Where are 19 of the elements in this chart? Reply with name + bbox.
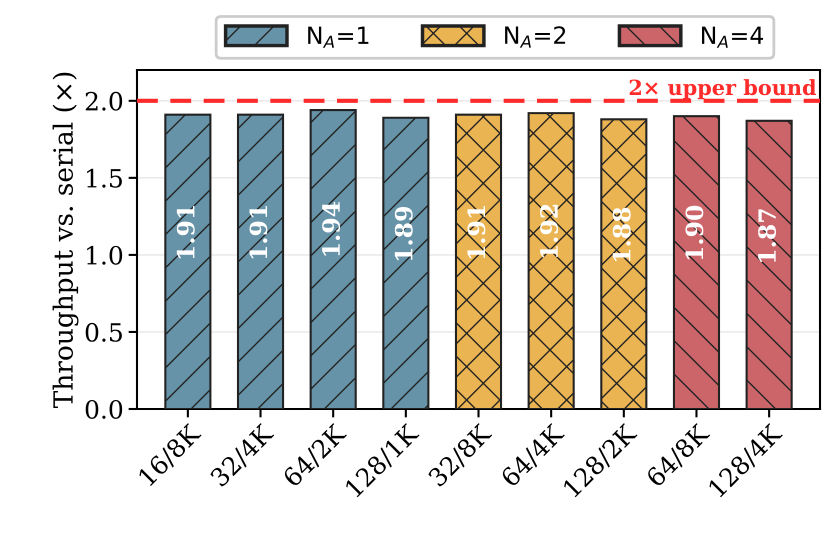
- y-tick-label: 0.0: [86, 400, 122, 419]
- text: 1.89: [394, 206, 413, 260]
- text: 1.87: [758, 209, 776, 262]
- legend-label: N$_{A}$=1: [308, 26, 368, 48]
- y-tick-label: 1.0: [87, 246, 122, 265]
- text: 1.91: [176, 206, 195, 258]
- text: 1.92: [540, 204, 558, 258]
- legend-label: N$_{A}$=2: [505, 26, 566, 48]
- text: 1.91: [250, 206, 268, 258]
- y-tick-label: 0.5: [86, 322, 122, 342]
- ref-line-label: 2× upper bound: [630, 79, 816, 100]
- text: 1.90: [685, 206, 704, 260]
- y-axis-title: Throughput vs. serial (×): [52, 72, 78, 408]
- y-tick-label: 1.5: [87, 168, 122, 188]
- text: 1.91: [467, 206, 486, 258]
- legend-label: N$_{A}$=4: [702, 26, 764, 48]
- y-tick-label: 2.0: [86, 92, 122, 111]
- text: 1.94: [322, 202, 340, 256]
- text: 1.88: [612, 208, 631, 262]
